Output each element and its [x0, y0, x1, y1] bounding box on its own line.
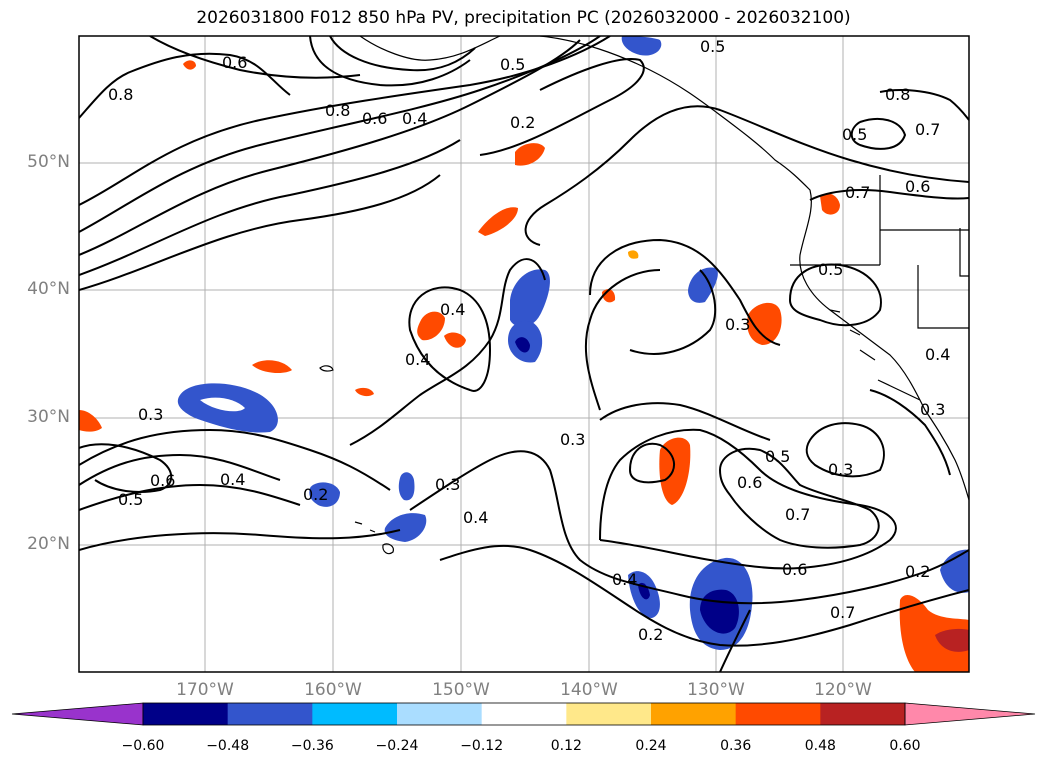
colorbar-segment [820, 703, 906, 725]
contour-label: 0.6 [782, 560, 807, 579]
lat-label-20n: 20°N [27, 534, 70, 554]
contour-label: 0.5 [765, 447, 790, 466]
contour-label: 0.3 [560, 430, 585, 449]
contour-label: 0.2 [905, 562, 930, 581]
contour-label: 0.7 [830, 603, 855, 622]
hawaiian-islands [319, 365, 394, 555]
contour-label: 0.4 [463, 508, 488, 527]
lat-label-30n: 30°N [27, 407, 70, 427]
colorbar-segment [651, 703, 737, 725]
contour-label: 0.5 [842, 125, 867, 144]
colorbar-segment [143, 703, 229, 725]
contour-label: 0.4 [402, 109, 427, 128]
lon-label-140w: 140°W [560, 680, 618, 700]
colorbar-tick-label: 0.12 [550, 738, 582, 754]
colorbar-frame [142, 702, 906, 726]
map-title: 2026031800 F012 850 hPa PV, precipitatio… [196, 8, 851, 28]
colorbar [11, 702, 1036, 726]
colorbar-tick-label: 0.24 [635, 738, 667, 754]
contour-label: 0.2 [303, 485, 328, 504]
contour-label: 0.2 [638, 625, 663, 644]
contour-label: 0.5 [818, 260, 843, 279]
colorbar-extend-high [904, 702, 1036, 726]
colorbar-segment [735, 703, 821, 725]
contour-label: 0.4 [925, 345, 950, 364]
contour-label: 0.5 [118, 490, 143, 509]
lat-label-50n: 50°N [27, 152, 70, 172]
coastlines [359, 36, 969, 501]
colorbar-segment [566, 703, 652, 725]
contour-label: 0.2 [510, 113, 535, 132]
contour-label: 0.4 [220, 470, 245, 489]
colorbar-tick-label: 0.60 [889, 738, 921, 754]
colorbar-tick-label: 0.36 [720, 738, 752, 754]
colorbar-segment [397, 703, 483, 725]
contour-label: 0.7 [785, 505, 810, 524]
contour-label: 0.8 [108, 85, 133, 104]
colorbar-tick-label: −0.48 [206, 738, 250, 754]
lon-label-160w: 160°W [304, 680, 362, 700]
pv-contours [79, 36, 969, 672]
colorbar-segment [312, 703, 398, 725]
map-frame [78, 35, 970, 673]
colorbar-segment [227, 703, 313, 725]
contour-labels: 0.6 0.8 0.8 0.6 0.4 0.5 0.2 0.5 0.8 0.7 … [108, 37, 950, 644]
contour-label: 0.6 [905, 177, 930, 196]
contour-label: 0.6 [737, 473, 762, 492]
contour-label: 0.6 [150, 471, 175, 490]
lon-label-150w: 150°W [432, 680, 490, 700]
colorbar-extend-low [11, 702, 144, 726]
contour-label: 0.4 [405, 350, 430, 369]
contour-label: 0.3 [725, 315, 750, 334]
colorbar-tick-label: −0.60 [121, 738, 165, 754]
colorbar-tick-label: 0.48 [804, 738, 836, 754]
contour-label: 0.6 [362, 109, 387, 128]
colorbar-segment [481, 703, 567, 725]
contour-label: 0.5 [700, 37, 725, 56]
contour-label: 0.4 [440, 300, 465, 319]
colorbar-tick-label: −0.12 [460, 738, 504, 754]
contour-label: 0.6 [222, 53, 247, 72]
contour-label: 0.3 [920, 400, 945, 419]
contour-label: 0.4 [612, 570, 637, 589]
lat-label-40n: 40°N [27, 279, 70, 299]
lon-label-170w: 170°W [176, 680, 234, 700]
contour-label: 0.8 [885, 85, 910, 104]
contour-label: 0.8 [325, 101, 350, 120]
contour-label: 0.3 [828, 460, 853, 479]
colorbar-tick-label: −0.36 [290, 738, 334, 754]
colorbar-tick-label: −0.24 [375, 738, 419, 754]
lon-label-130w: 130°W [687, 680, 745, 700]
contour-label: 0.5 [500, 55, 525, 74]
contour-label: 0.3 [435, 475, 460, 494]
contour-label: 0.3 [138, 405, 163, 424]
contour-label: 0.7 [915, 120, 940, 139]
contour-label: 0.7 [845, 183, 870, 202]
lon-label-120w: 120°W [814, 680, 872, 700]
